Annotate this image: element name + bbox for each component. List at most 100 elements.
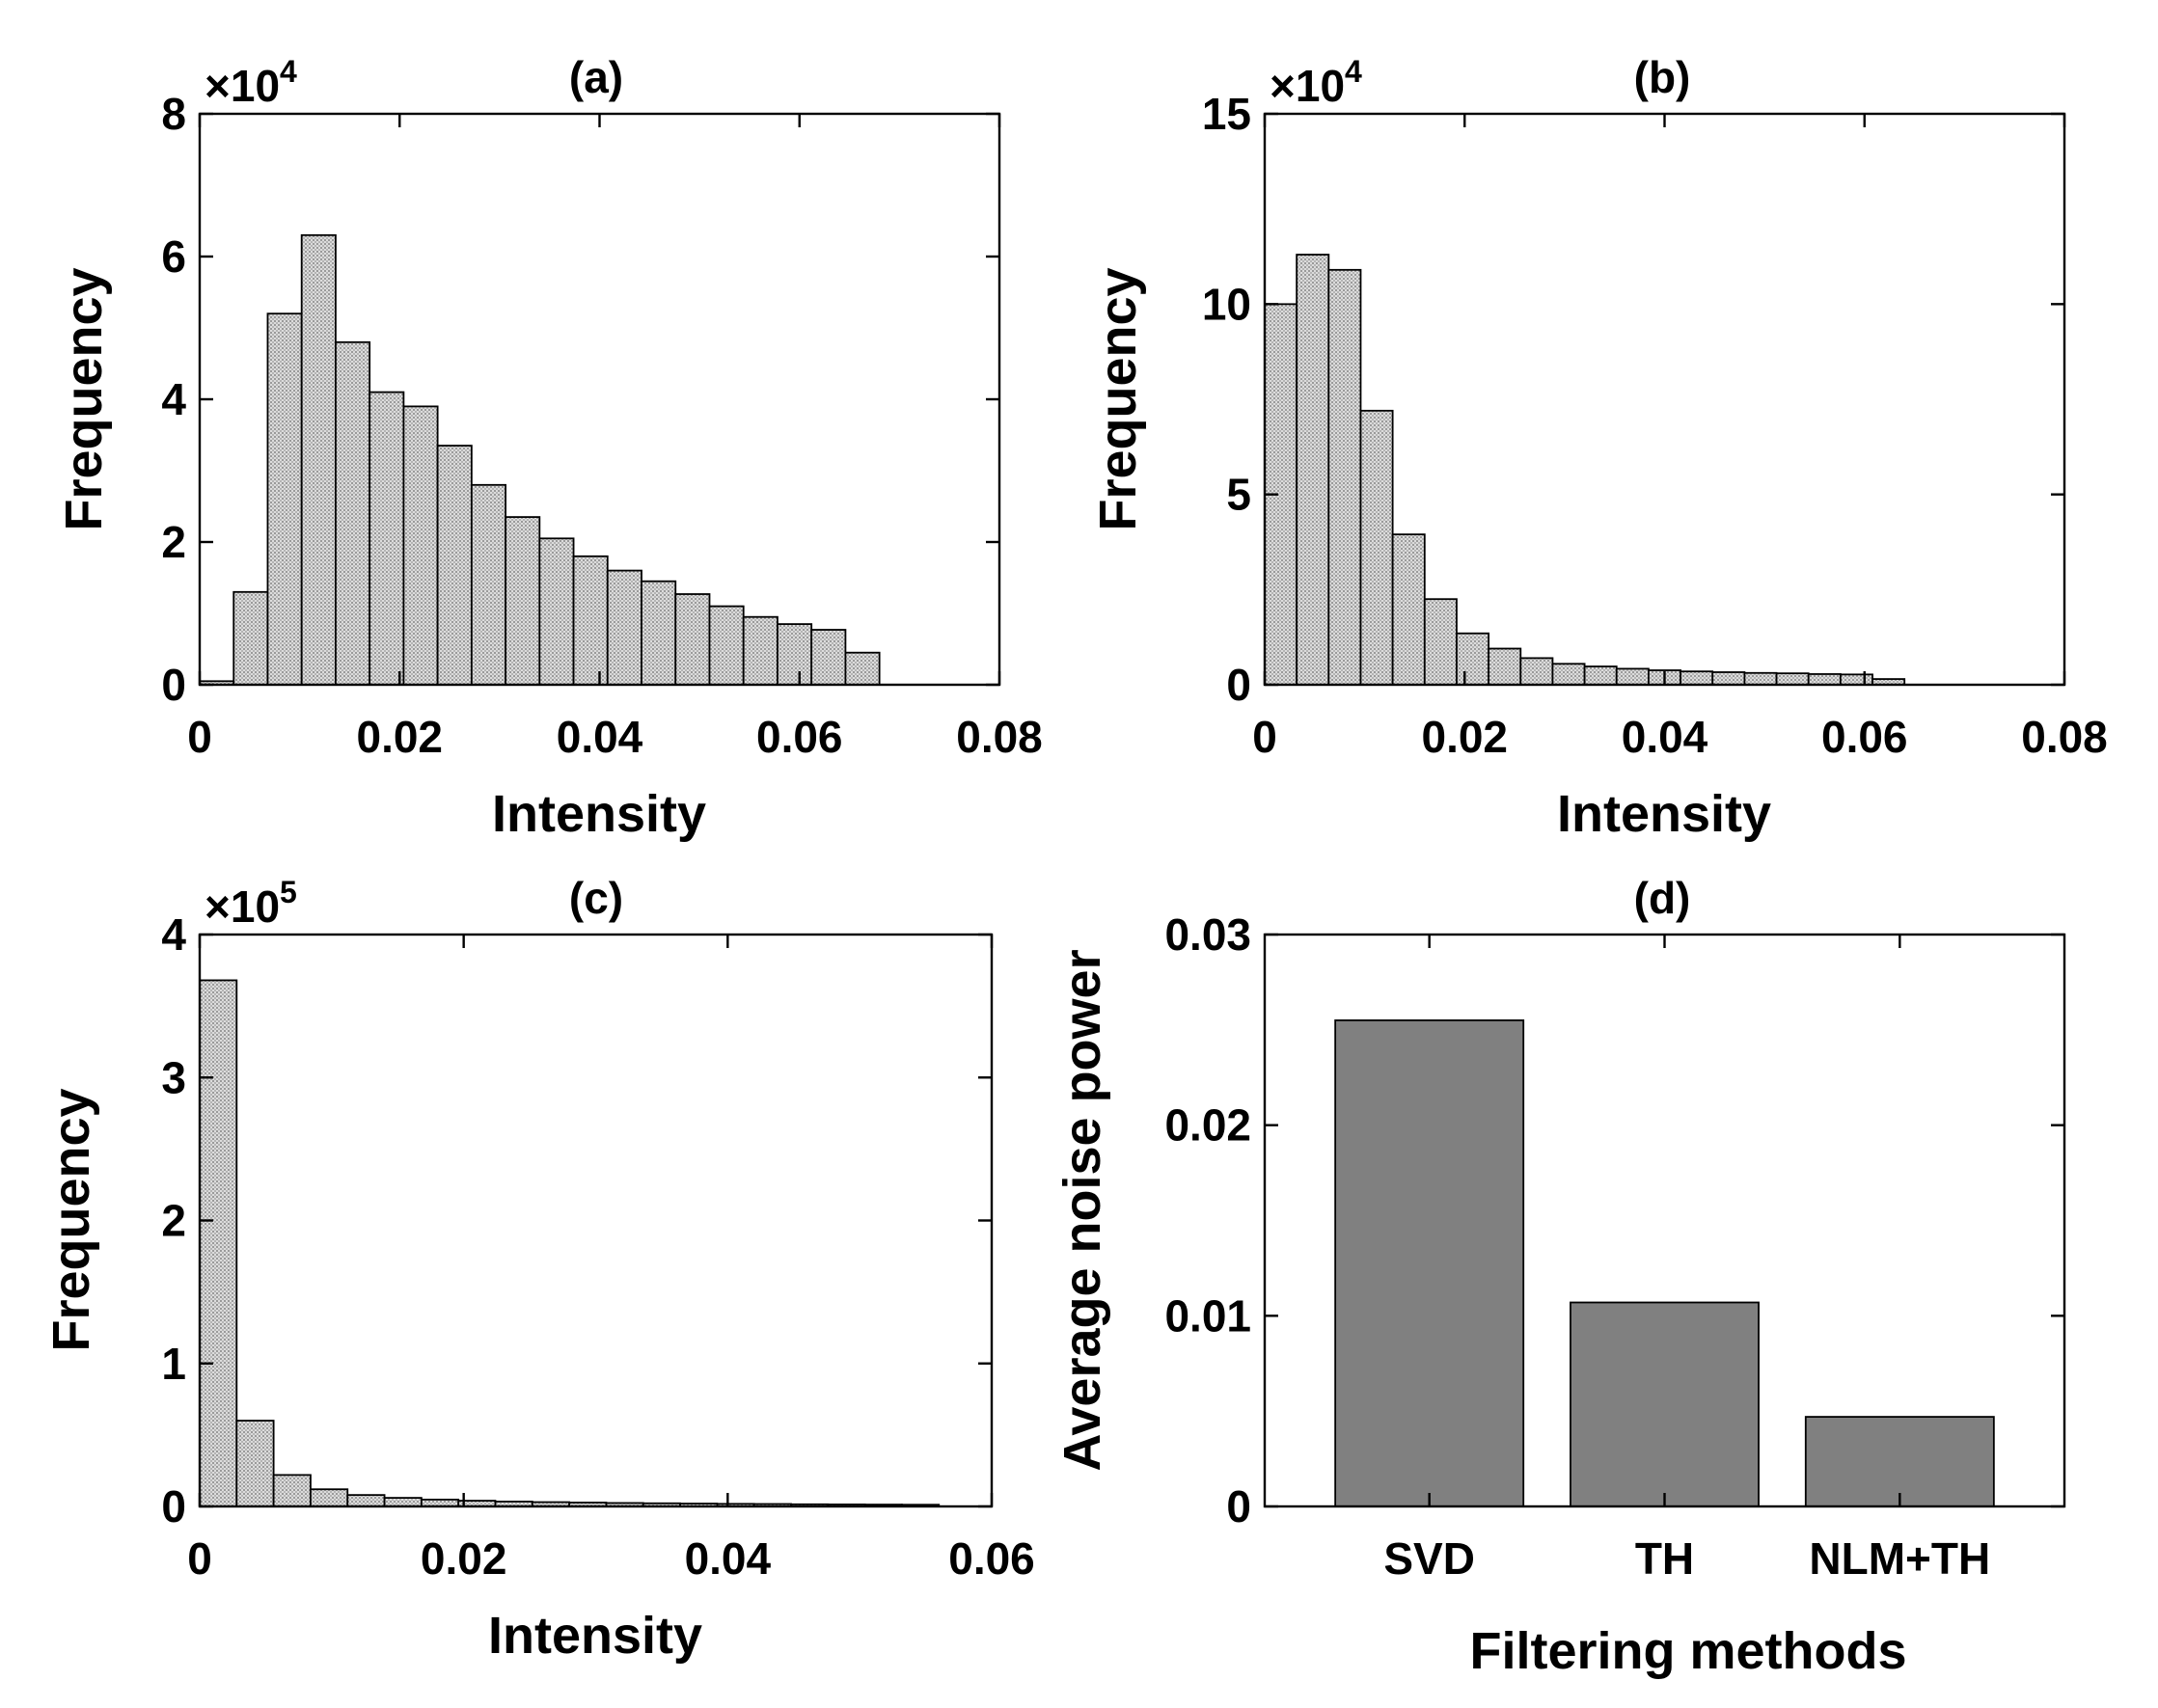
histogram-bar <box>777 623 813 686</box>
y-tick-label: 1 <box>161 1339 186 1389</box>
histogram-bar <box>641 580 677 686</box>
histogram-bar <box>1423 598 1458 686</box>
histogram-bar <box>572 555 609 686</box>
histogram-bar <box>1456 632 1490 686</box>
histogram-bar <box>310 1488 349 1507</box>
y-tick-label: 0 <box>1226 1481 1251 1532</box>
panel-b-x-axis: 0 0.02 0.04 0.06 0.08 <box>1252 114 2108 762</box>
panel-b-x-label: Intensity <box>1557 785 1771 843</box>
y-tick-label: 6 <box>161 231 186 282</box>
histogram-bar <box>844 651 881 686</box>
panel-c-bars <box>199 979 941 1507</box>
x-tick-label: 0.06 <box>1821 712 1908 762</box>
panel-c-title: (c) <box>569 873 623 923</box>
panel-a-bars <box>199 233 881 686</box>
histogram-bar <box>1839 673 1873 686</box>
y-tick-label: 3 <box>161 1052 186 1102</box>
panel-b-exponent: ×104 <box>1270 54 1362 111</box>
histogram-bar <box>1391 533 1426 686</box>
panel-a-y-label: Frequency <box>55 267 113 530</box>
x-tick-label: 0.02 <box>356 712 443 762</box>
y-tick-label: 0.03 <box>1164 909 1251 960</box>
histogram-bar <box>1680 670 1714 686</box>
y-tick-label: 15 <box>1202 89 1251 139</box>
histogram-bar <box>402 405 439 686</box>
y-tick-label: 0.01 <box>1164 1290 1251 1341</box>
panel-b-y-label: Frequency <box>1089 267 1147 530</box>
histogram-bar <box>266 312 303 686</box>
histogram-bar <box>1519 657 1554 686</box>
panel-d-bars <box>1334 1019 1995 1507</box>
panel-d-x-axis: SVD TH NLM+TH <box>1383 935 1990 1584</box>
histogram-bar <box>674 593 711 686</box>
histogram-bar <box>1615 667 1650 686</box>
y-tick-label: 0 <box>161 660 186 710</box>
panel-d-y-axis: 0 0.01 0.02 0.03 <box>1164 909 2064 1532</box>
x-tick-label: 0 <box>187 712 212 762</box>
panel-a-x-axis: 0 0.02 0.04 0.06 0.08 <box>187 114 1043 762</box>
y-tick-label: 10 <box>1202 279 1251 329</box>
y-tick-label: 0.02 <box>1164 1100 1251 1151</box>
method-bar <box>1570 1301 1760 1507</box>
category-label: SVD <box>1383 1533 1475 1584</box>
y-tick-label: 4 <box>161 909 186 960</box>
histogram-bar <box>346 1494 386 1507</box>
panel-d-bar-chart: (d) 0 0.01 0.02 0.03 SVD TH NLM+TH Filtering … <box>1053 873 2066 1680</box>
histogram-bar <box>232 590 269 686</box>
x-tick-label: 0.02 <box>1421 712 1508 762</box>
histogram-bar <box>708 605 745 686</box>
histogram-bar <box>538 537 575 686</box>
histogram-bar <box>1359 409 1394 686</box>
histogram-bar <box>1743 671 1778 686</box>
x-tick-label: 0.02 <box>421 1533 507 1584</box>
x-tick-label: 0.04 <box>685 1533 772 1584</box>
panel-d-title: (d) <box>1634 873 1691 923</box>
y-tick-label: 2 <box>161 1196 186 1246</box>
category-label: NLM+TH <box>1809 1533 1990 1584</box>
histogram-bar <box>1327 268 1362 686</box>
panel-a-title: (a) <box>569 52 623 102</box>
panel-b-histogram: (b) ×104 0 5 10 15 0 0.02 0.04 0.06 0.08 Intens… <box>1089 52 2108 843</box>
x-tick-label: 0.04 <box>1622 712 1708 762</box>
y-tick-label: 5 <box>1226 470 1251 520</box>
panel-c-y-label: Frequency <box>42 1088 100 1351</box>
panel-b-y-axis: 0 5 10 15 <box>1202 89 2064 710</box>
y-tick-label: 0 <box>1226 660 1251 710</box>
panel-c-y-axis: 0 1 2 3 4 <box>161 909 992 1532</box>
y-tick-label: 4 <box>161 374 186 424</box>
panel-b-title: (b) <box>1634 52 1691 102</box>
panel-c-frame <box>198 933 994 1508</box>
method-bar <box>1334 1019 1525 1507</box>
histogram-bar <box>199 979 238 1507</box>
histogram-bar <box>810 629 847 686</box>
histogram-bar <box>1711 671 1746 686</box>
y-tick-label: 8 <box>161 89 186 139</box>
x-tick-label: 0.06 <box>756 712 843 762</box>
histogram-bar <box>1583 665 1618 686</box>
panel-a-frame <box>198 112 1001 687</box>
histogram-bar <box>505 516 541 686</box>
panel-b-bars <box>1264 254 1906 686</box>
x-tick-label: 0.04 <box>557 712 643 762</box>
panel-a-exponent: ×104 <box>205 54 297 111</box>
histogram-bar <box>436 445 473 686</box>
panel-c-exponent: ×105 <box>205 875 297 932</box>
histogram-bar <box>742 615 779 686</box>
panel-d-y-label: Average noise power <box>1053 949 1111 1471</box>
histogram-bar <box>369 391 405 686</box>
panel-a-histogram: (a) ×104 0 2 4 6 8 0 0.02 0.04 0.06 0.08 Intensi… <box>55 52 1043 843</box>
x-tick-label: 0 <box>187 1533 212 1584</box>
x-tick-label: 0.08 <box>2021 712 2108 762</box>
histogram-bar <box>235 1420 275 1507</box>
x-tick-label: 0.06 <box>948 1533 1035 1584</box>
histogram-bar <box>272 1474 312 1507</box>
x-tick-label: 0.08 <box>956 712 1043 762</box>
histogram-bar <box>383 1497 423 1507</box>
histogram-bar <box>300 233 337 686</box>
panel-c-x-axis: 0 0.02 0.04 0.06 <box>187 935 1035 1584</box>
panel-a-x-label: Intensity <box>492 785 706 843</box>
y-tick-label: 2 <box>161 517 186 567</box>
x-tick-label: 0 <box>1252 712 1277 762</box>
y-tick-label: 0 <box>161 1481 186 1532</box>
